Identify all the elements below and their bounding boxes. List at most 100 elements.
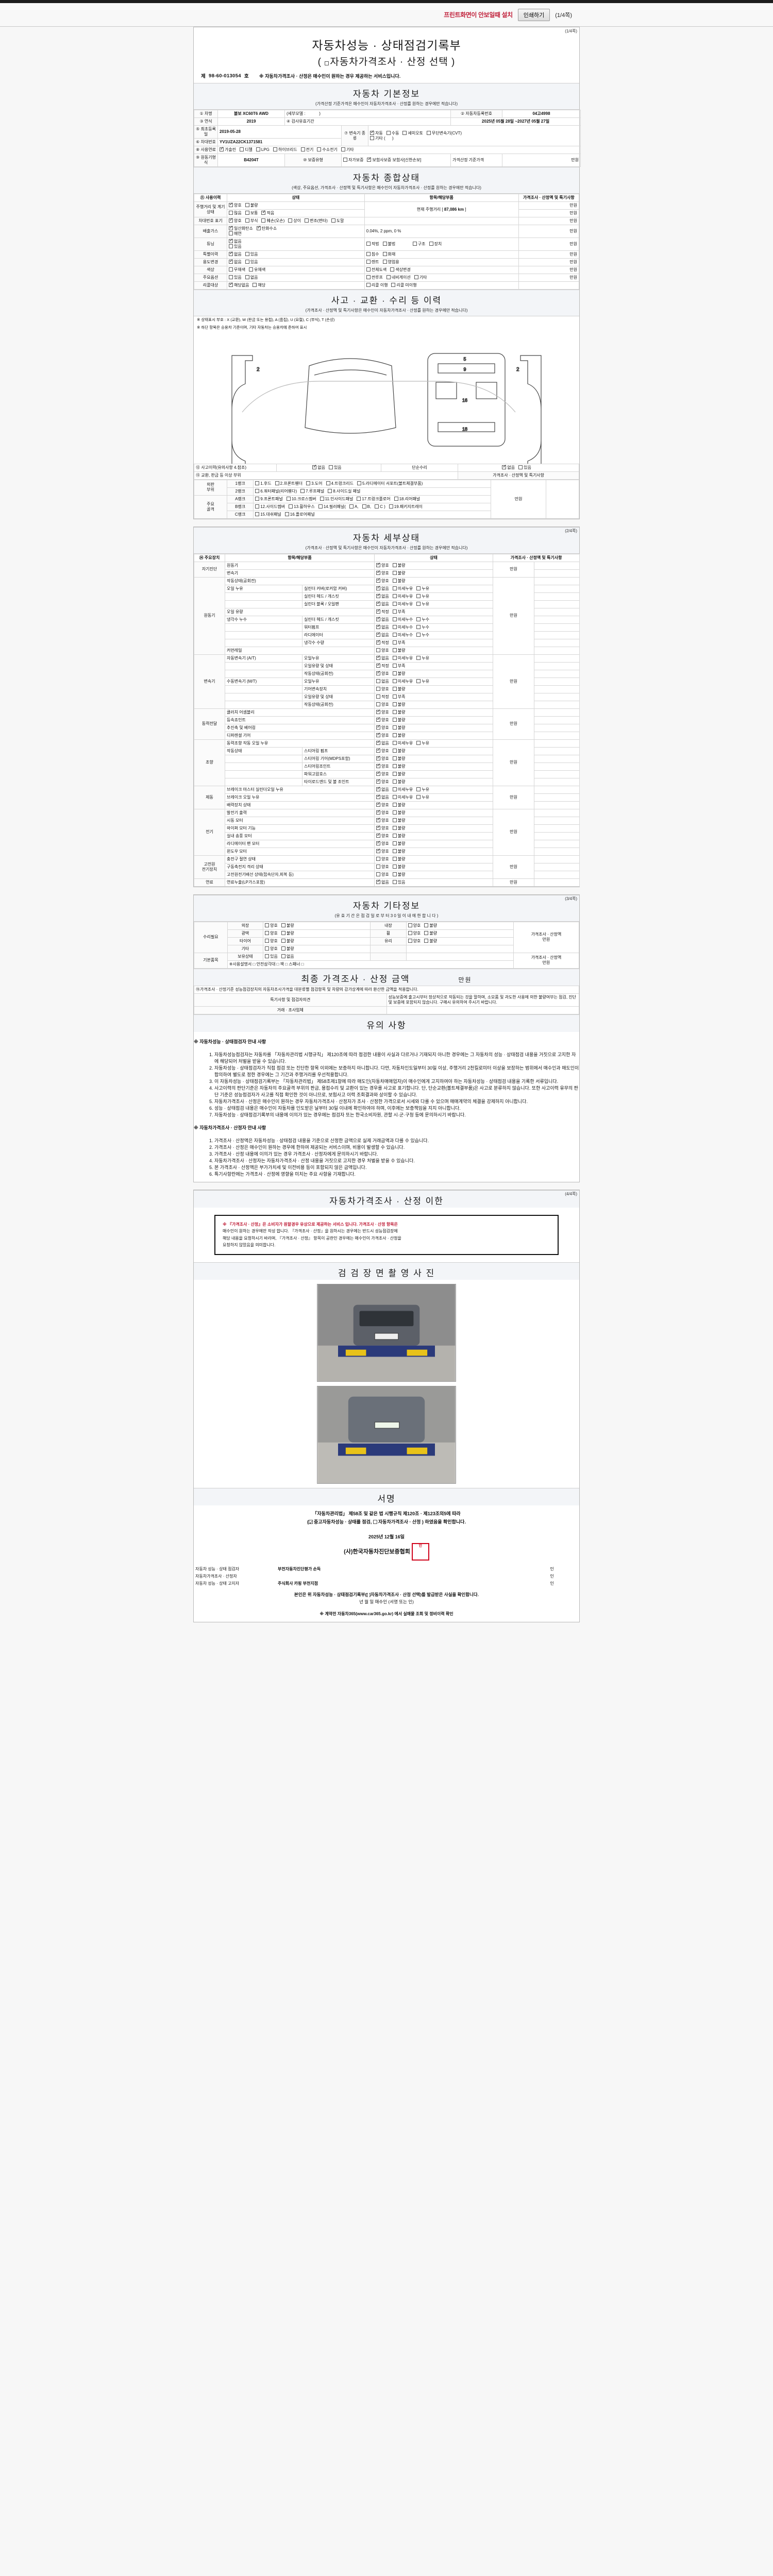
other-row-roptions[interactable] (406, 952, 514, 961)
checkbox-option[interactable]: 적정 (376, 608, 389, 615)
checkbox[interactable] (261, 218, 266, 223)
checkbox-option[interactable]: 없음 (312, 464, 325, 470)
checkbox-option[interactable]: 16.플로어패널 (284, 512, 315, 517)
checkbox[interactable] (376, 778, 381, 784)
row-item[interactable]: 썬루프 네비게이션 기타 (364, 274, 519, 282)
checkbox[interactable] (392, 617, 397, 621)
checkbox[interactable] (382, 260, 387, 264)
checkbox-option[interactable]: 양호 (376, 762, 389, 769)
checkbox[interactable] (392, 632, 397, 637)
row-state[interactable]: 많음보통적음 (227, 209, 365, 217)
checkbox[interactable] (370, 135, 374, 140)
checkbox-option[interactable]: 양호 (408, 930, 421, 936)
checkbox[interactable] (229, 258, 233, 264)
checkbox[interactable] (300, 147, 305, 151)
checkbox-option[interactable]: 불량 (392, 864, 405, 870)
detail-price-blank[interactable] (534, 685, 580, 693)
checkbox[interactable] (376, 817, 381, 822)
checkbox-option[interactable]: 미세누유 (392, 655, 413, 661)
checkbox[interactable] (376, 848, 381, 853)
checkbox-option[interactable]: 17.트렁크플로어 (357, 496, 391, 502)
checkbox[interactable] (376, 670, 381, 675)
checkbox[interactable] (502, 464, 507, 469)
checkbox-option[interactable]: 훼손(오손) (261, 218, 284, 224)
checkbox-option[interactable]: 유채색 (249, 267, 265, 273)
checkbox-option[interactable]: 기타 (341, 147, 354, 152)
checkbox[interactable] (376, 739, 381, 745)
checkbox[interactable] (416, 787, 421, 791)
checkbox-option[interactable]: 18.리어패널 (394, 496, 420, 502)
checkbox[interactable] (424, 923, 429, 927)
checkbox[interactable] (416, 586, 421, 590)
checkbox[interactable] (408, 930, 412, 935)
checkbox-option[interactable]: 13.휠하우스 (289, 504, 315, 510)
print-button[interactable]: 인쇄하기 (517, 8, 550, 21)
checkbox-option[interactable]: 양호 (376, 686, 389, 692)
checkbox[interactable] (317, 147, 322, 151)
checkbox[interactable] (357, 496, 361, 501)
checkbox[interactable] (328, 488, 332, 493)
checkbox[interactable] (255, 512, 260, 516)
detail-price-blank[interactable] (534, 747, 580, 755)
checkbox-option[interactable]: 7.루프패널 (300, 488, 324, 494)
checkbox[interactable] (424, 938, 429, 943)
detail-price-blank[interactable] (534, 631, 580, 639)
checkbox[interactable] (392, 709, 397, 714)
checkbox-option[interactable]: 있음 (245, 260, 258, 265)
checkbox-option[interactable]: 누유 (416, 655, 429, 661)
checkbox-option[interactable]: 많음 (229, 211, 242, 216)
checkbox-option[interactable]: 양호 (265, 930, 278, 936)
checkbox[interactable] (261, 209, 266, 215)
checkbox-option[interactable]: 미세누유 (392, 794, 413, 800)
checkbox-option[interactable]: 양호 (408, 923, 421, 928)
detail-price-blank[interactable] (534, 777, 580, 786)
checkbox[interactable] (328, 465, 333, 469)
checkbox-option[interactable]: 해당 (253, 283, 265, 288)
checkbox-option[interactable]: 불량 (392, 570, 405, 576)
checkbox-option[interactable]: 도말 (331, 218, 344, 224)
checkbox-option[interactable]: 있음 (229, 244, 242, 249)
row-item[interactable]: 전체도색 색상변경 (364, 266, 519, 274)
other-row-options[interactable]: 양호 불량 (263, 921, 371, 930)
row-state[interactable]: 해당없음 해당 (227, 281, 365, 290)
checkbox-option[interactable]: 미세누유 (392, 594, 413, 599)
checkbox[interactable] (305, 218, 309, 223)
checkbox[interactable] (255, 496, 260, 501)
detail-price-blank[interactable] (534, 770, 580, 778)
detail-price-blank[interactable] (534, 847, 580, 856)
checkbox-option[interactable]: 불량 (392, 578, 405, 584)
checkbox[interactable] (362, 504, 366, 509)
detail-price-blank[interactable] (534, 808, 580, 817)
checkbox[interactable] (357, 481, 362, 485)
checkbox[interactable] (245, 275, 249, 279)
checkbox[interactable] (229, 281, 233, 287)
checkbox-option[interactable]: 없음 (376, 679, 389, 684)
other-row-roptions[interactable]: 양호 불량 (406, 937, 514, 945)
checkbox[interactable] (386, 130, 391, 135)
checkbox[interactable] (376, 878, 381, 884)
checkbox[interactable] (392, 849, 397, 853)
checkbox-option[interactable]: 누수 (416, 624, 429, 630)
checkbox-option[interactable]: 디젤 (240, 147, 253, 152)
checkbox-option[interactable]: 불량 (281, 946, 294, 952)
checkbox-option[interactable]: 적정 (376, 662, 389, 669)
sign-role-value[interactable]: 주식회사 카핑 부천지점 (278, 1581, 318, 1586)
row-state[interactable]: 있음 없음 (227, 274, 365, 282)
checkbox[interactable] (408, 923, 412, 927)
checkbox-option[interactable]: 양호 (376, 708, 389, 715)
special-note-text[interactable]: 성능보증에 출고시부터 정상적으로 작동되는 것을 말하며, 소모품 및 과도한… (386, 993, 579, 1007)
checkbox[interactable] (366, 275, 371, 279)
detail-price-blank[interactable] (534, 862, 580, 871)
checkbox[interactable] (389, 504, 393, 509)
other-row-roptions[interactable]: 양호 불량 (406, 929, 514, 938)
checkbox[interactable] (376, 600, 381, 606)
